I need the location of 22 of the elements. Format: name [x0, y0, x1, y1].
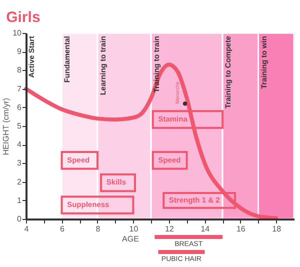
y-tick-label: 7	[17, 84, 22, 94]
x-tick-label: 14	[200, 224, 210, 234]
x-tick-label: 16	[236, 224, 246, 234]
y-tick-label: 5	[17, 122, 22, 130]
y-tick-label: 3	[17, 158, 22, 168]
x-tick-label: 8	[96, 224, 101, 234]
y-axis-title: HEIGHT (cm/yr)	[2, 98, 11, 156]
x-tick-label: 10	[129, 224, 139, 234]
y-tick-label: 8	[17, 66, 22, 75]
y-tick-label: 0	[17, 214, 22, 224]
y-tick-label: 1	[17, 196, 22, 205]
chart-title: Girls	[6, 9, 40, 26]
x-tick-label: 12	[164, 224, 174, 234]
y-tick-label: 2	[17, 177, 22, 186]
x-axis-title: AGE	[122, 234, 139, 244]
x-tick-label: 6	[60, 224, 66, 234]
x-tick-label: 18	[272, 224, 282, 234]
y-tick-label: 9	[17, 47, 22, 56]
y-tick-label: 6	[17, 102, 22, 112]
y-tick-label: 4	[17, 140, 22, 150]
y-tick-label: 10	[12, 28, 22, 38]
x-tick-label: 4	[24, 224, 30, 234]
